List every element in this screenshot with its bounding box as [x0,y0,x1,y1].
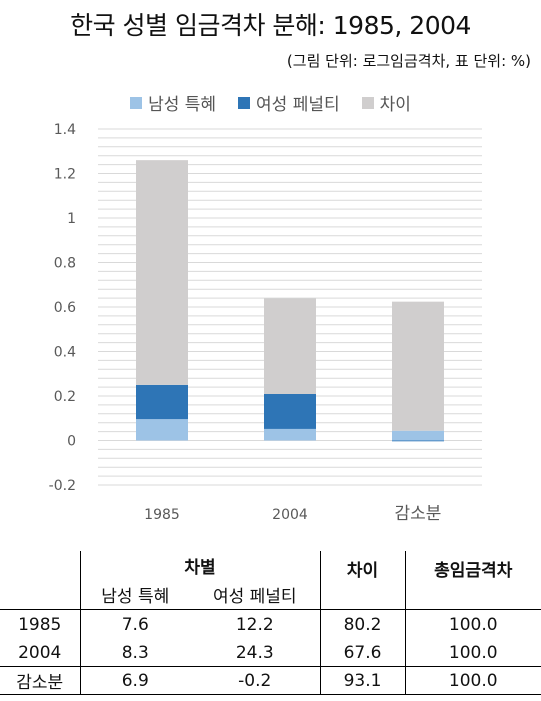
table-header-row-2: 남성 특혜 여성 페널티 [0,579,541,610]
y-tick-label: 0.8 [54,256,76,272]
bar-layer [136,160,444,442]
table-row: 감소분 6.9 -0.2 93.1 100.0 [0,666,541,695]
legend-label-diff: 차이 [379,95,411,115]
legend-swatch-diff [361,96,374,109]
table-cell-total: 100.0 [448,670,498,691]
bar-segment [264,428,316,441]
table-cell-male: 7.6 [121,614,149,635]
bar-segment [136,160,188,385]
data-table: 차별 차이 총임금격차 남성 특혜 여성 페널티 1985 7.6 12.2 8… [0,551,541,695]
bar-segment [136,384,188,420]
table-row: 2004 8.3 24.3 67.6 100.0 [0,639,541,667]
x-category-label: 2004 [272,507,308,523]
table-header-row-1: 차별 차이 총임금격차 [0,551,541,610]
bar-segment [264,393,316,429]
y-tick-label: 0.6 [54,300,76,316]
x-category-layer: 1985 2004 감소분 [144,504,441,524]
legend-label-male: 남성 특혜 [148,95,217,115]
table-header-male: 남성 특혜 [101,586,170,607]
table-header-group: 차별 [80,551,321,579]
table-cell-female: -0.2 [190,666,321,695]
y-tick-label: -0.2 [49,478,76,494]
table-cell-diff: 80.2 [320,609,406,639]
legend-item-diff: 차이 [361,90,411,115]
chart-subtitle: (그림 단위: 로그임금격차, 표 단위: %) [286,52,531,70]
y-tick-layer: 1.4 1.2 1 0.8 0.6 0.4 0.2 0 -0.2 [49,122,76,494]
table-header-blank [0,551,81,579]
legend-label-female: 여성 페널티 [256,95,340,115]
y-tick-label: 1 [67,211,76,227]
table-cell-total: 100.0 [448,614,498,635]
table-row-label: 감소분 [0,666,81,695]
bar-segment [392,301,444,431]
table-cell-male: 6.9 [121,670,149,691]
table-cell-total: 100.0 [448,642,498,663]
chart-title: 한국 성별 임금격차 분해: 1985, 2004 [70,11,471,40]
y-tick-label: 0.4 [54,345,76,361]
table-header-total: 총임금격차 [434,561,513,581]
table-cell-male: 8.3 [121,642,149,663]
table-row: 1985 7.6 12.2 80.2 100.0 [0,609,541,639]
bar-segment [136,419,188,441]
chart-plot: 1.4 1.2 1 0.8 0.6 0.4 0.2 0 -0.2 1985 2004 감소분 [49,122,482,524]
legend-item-female: 여성 페널티 [238,90,340,115]
table-row-label: 1985 [0,609,81,639]
table-header-diff: 차이 [320,551,406,610]
table-header-female: 여성 페널티 [190,579,321,610]
table-header-blank-2 [0,579,81,610]
legend: 남성 특혜 여성 페널티 차이 [0,90,541,115]
y-tick-label: 1.4 [54,122,76,138]
x-category-label: 감소분 [395,504,442,524]
table-cell-diff: 93.1 [320,666,406,695]
x-category-label: 1985 [144,507,180,523]
table-row-label: 2004 [0,639,81,667]
bar-segment [392,440,444,442]
table-cell-diff: 67.6 [320,639,406,667]
y-tick-label: 1.2 [54,167,76,183]
table-cell-female: 12.2 [190,609,321,639]
legend-swatch-female [238,96,251,109]
legend-item-male: 남성 특혜 [130,90,216,115]
bar-segment [264,298,316,394]
y-tick-label: 0.2 [54,389,76,405]
table-cell-female: 24.3 [190,639,321,667]
bar-segment [392,430,444,441]
y-tick-label: 0 [67,434,76,450]
legend-swatch-male [130,96,143,109]
